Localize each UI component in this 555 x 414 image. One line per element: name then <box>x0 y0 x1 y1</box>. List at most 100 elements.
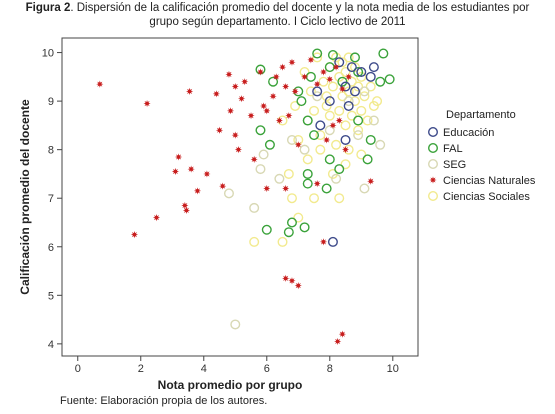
data-point <box>237 95 246 103</box>
data-point <box>341 146 350 154</box>
data-point <box>258 149 269 160</box>
data-point <box>368 115 379 126</box>
data-point <box>286 193 297 204</box>
data-point <box>231 131 239 139</box>
data-point <box>312 91 323 102</box>
data-point <box>230 319 241 330</box>
data-point <box>345 73 353 81</box>
data-point <box>193 187 202 195</box>
data-point <box>96 80 104 88</box>
data-point <box>185 87 194 95</box>
data-point <box>143 99 151 108</box>
data-point <box>378 48 389 59</box>
data-point <box>343 100 354 111</box>
data-point <box>274 173 285 184</box>
y-tick-label: 7 <box>48 193 54 205</box>
data-point <box>223 188 234 199</box>
legend-marker <box>428 158 439 169</box>
data-point <box>268 76 279 87</box>
data-point <box>334 193 345 204</box>
data-point <box>187 165 195 173</box>
data-point <box>263 184 271 193</box>
data-point <box>286 217 297 228</box>
data-point <box>340 66 351 77</box>
x-tick-label: 4 <box>201 363 207 375</box>
data-point <box>250 155 258 163</box>
data-point <box>290 100 301 111</box>
series-ciencias-naturales <box>96 56 375 346</box>
x-tick-label: 2 <box>138 363 144 375</box>
legend-item: FAL <box>428 142 463 155</box>
data-point <box>282 184 290 193</box>
data-point <box>286 134 297 145</box>
legend-marker <box>428 126 439 137</box>
data-point <box>323 136 331 144</box>
data-point <box>349 52 360 63</box>
series-educación <box>312 57 379 247</box>
legend-marker <box>429 176 437 184</box>
data-point <box>302 178 313 189</box>
data-point <box>334 105 345 116</box>
data-point <box>319 238 328 246</box>
legend-title: Departamento <box>446 109 516 121</box>
data-point <box>331 139 342 150</box>
data-point <box>334 57 345 68</box>
data-point <box>261 224 272 235</box>
data-point <box>384 74 395 85</box>
data-point <box>324 125 335 136</box>
data-point <box>313 80 321 88</box>
data-point <box>130 231 139 239</box>
data-point <box>285 112 293 120</box>
data-point <box>340 134 351 145</box>
data-point <box>282 274 290 282</box>
data-point <box>326 75 334 83</box>
data-point <box>315 130 326 141</box>
data-point <box>302 115 313 126</box>
legend-item: Ciencias Naturales <box>429 175 536 187</box>
data-point <box>338 85 346 93</box>
data-point <box>181 201 189 210</box>
data-point <box>255 164 266 175</box>
data-point <box>249 202 260 213</box>
data-point <box>272 73 280 81</box>
data-point <box>334 164 345 175</box>
data-point <box>359 91 370 102</box>
data-point <box>353 66 364 77</box>
data-point <box>327 236 338 247</box>
legend-marker <box>428 142 439 153</box>
data-point <box>332 63 340 71</box>
data-point <box>318 76 329 87</box>
data-point <box>241 78 249 86</box>
data-point <box>315 144 326 155</box>
data-point <box>291 87 299 95</box>
data-point <box>203 170 211 178</box>
data-point <box>277 236 288 247</box>
data-point <box>255 125 266 136</box>
data-point <box>294 141 302 149</box>
legend-label: SEG <box>443 159 466 171</box>
legend-marker <box>428 190 439 201</box>
data-point <box>299 144 310 155</box>
data-point <box>302 168 313 179</box>
caption-line1: . Dispersión de la calificación promedio… <box>70 2 530 14</box>
data-point <box>309 193 320 204</box>
data-point <box>249 236 260 247</box>
data-point <box>335 116 343 125</box>
data-point <box>353 125 364 136</box>
legend-item: SEG <box>428 158 466 171</box>
data-point <box>327 81 338 92</box>
data-point <box>283 168 294 179</box>
source-note: Fuente: Elaboración propia de los autore… <box>60 395 268 407</box>
data-point <box>212 90 220 98</box>
y-tick-label: 5 <box>48 290 54 302</box>
y-tick-label: 4 <box>48 339 54 351</box>
data-point <box>264 139 275 150</box>
data-point <box>324 154 335 165</box>
data-point <box>367 177 375 185</box>
data-point <box>353 115 364 126</box>
data-point <box>365 134 376 145</box>
x-tick-label: 6 <box>264 363 270 375</box>
data-point <box>278 63 287 71</box>
data-point <box>231 82 239 91</box>
